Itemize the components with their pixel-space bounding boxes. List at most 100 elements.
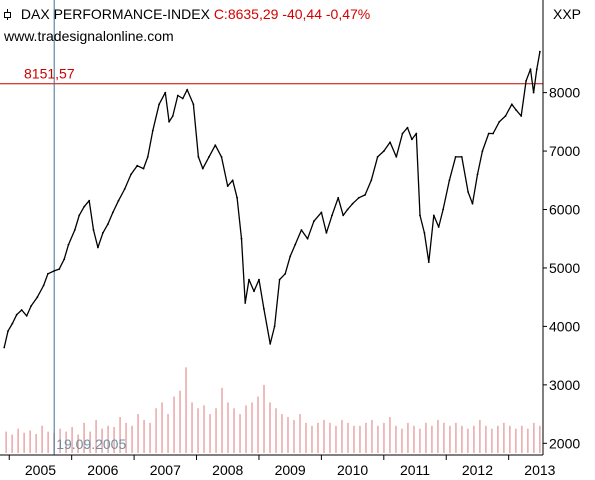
price-point (102, 232, 104, 234)
price-point (357, 196, 360, 199)
price-point (42, 284, 45, 287)
price-point (15, 313, 18, 316)
price-point (136, 164, 139, 167)
price-point (460, 156, 463, 158)
axes: 2000 3000 4000 5000 6000 7000 8000 2005 2006 2007… (0, 0, 580, 478)
price-point (181, 97, 184, 100)
price-point (525, 80, 527, 82)
symbol-label: XXP (553, 6, 582, 22)
price-point (481, 150, 484, 153)
y-tick-label: 5000 (549, 260, 580, 276)
price-point (313, 220, 315, 223)
price-point (498, 120, 501, 123)
price-point (539, 50, 541, 53)
price-point (510, 103, 513, 106)
y-tick-label: 7000 (549, 143, 580, 159)
price-point (214, 144, 217, 147)
price-point (146, 156, 149, 158)
price-point (158, 103, 161, 106)
price-point (476, 173, 479, 176)
price-point (220, 156, 223, 158)
price-point (395, 156, 398, 158)
price-point (454, 156, 457, 158)
price-point (176, 94, 179, 97)
price-point (208, 156, 210, 158)
price-point (294, 243, 297, 246)
price-point (107, 223, 109, 226)
price-point (331, 214, 333, 217)
price-point (63, 258, 66, 261)
horizontal-line-label: 8151,57 (24, 66, 75, 82)
price-point (411, 138, 413, 141)
price-point (515, 109, 518, 111)
price-point (83, 205, 86, 208)
price-point (258, 278, 260, 281)
last-quote: C:8635,29 -40,44 -0,47% (213, 6, 371, 22)
price-point (11, 322, 14, 325)
price-point (130, 173, 132, 176)
x-tick-label: 2006 (87, 462, 118, 478)
price-point (337, 196, 340, 199)
price-point (346, 208, 349, 211)
price-point (142, 167, 145, 170)
price-point (192, 103, 195, 106)
website-link[interactable]: www.tradesignalonline.com (4, 28, 174, 44)
price-point (442, 208, 444, 211)
price-point (406, 126, 409, 129)
x-tick-label: 2007 (150, 462, 181, 478)
price-point (30, 305, 32, 307)
reference-labels: 8151,57 19.09.2005 (24, 66, 126, 452)
price-point (427, 261, 430, 263)
price-point (401, 132, 404, 135)
instrument-title: DAX PERFORMANCE-INDEX (20, 6, 210, 22)
price-point (467, 191, 469, 193)
price-point (320, 211, 323, 214)
price-line (3, 51, 541, 348)
price-point (231, 179, 234, 182)
price-point (67, 243, 70, 246)
y-tick-label: 3000 (549, 377, 580, 393)
price-point (382, 150, 385, 153)
price-point (112, 211, 114, 214)
price-point (78, 214, 81, 217)
price-point (306, 237, 309, 240)
price-point (520, 115, 523, 117)
price-point (415, 132, 418, 135)
price-point (151, 129, 154, 132)
price-point (226, 185, 229, 188)
price-point (47, 272, 49, 275)
y-tick-label: 8000 (549, 85, 580, 101)
x-tick-label: 2009 (275, 462, 306, 478)
price-point (351, 202, 354, 205)
price-point (487, 132, 490, 135)
price-point (92, 229, 95, 231)
price-point (370, 179, 373, 182)
price-point (325, 232, 328, 234)
price-point (364, 194, 366, 196)
x-tick-label: 2011 (400, 462, 430, 478)
price-point (7, 330, 9, 332)
price-point (535, 68, 538, 71)
price-point (123, 188, 126, 190)
price-point (471, 202, 474, 205)
price-point (73, 229, 76, 231)
chart-header: DAX PERFORMANCE-INDEX C:8635,29 -40,44 -… (4, 6, 370, 22)
price-point (117, 199, 120, 202)
price-point (389, 141, 391, 144)
price-point (492, 132, 494, 135)
price-series (3, 50, 541, 349)
x-tick-label: 2012 (462, 462, 493, 478)
price-point (284, 272, 287, 275)
price-point (168, 120, 171, 123)
candlestick-icon[interactable] (4, 9, 11, 20)
price-point (20, 309, 23, 311)
price-point (289, 255, 292, 258)
price-point (432, 214, 435, 217)
price-point (36, 296, 39, 299)
x-tick-label: 2008 (212, 462, 243, 478)
price-point (197, 156, 200, 158)
price-point (3, 346, 6, 349)
price-point (201, 167, 204, 170)
price-point (273, 325, 276, 328)
